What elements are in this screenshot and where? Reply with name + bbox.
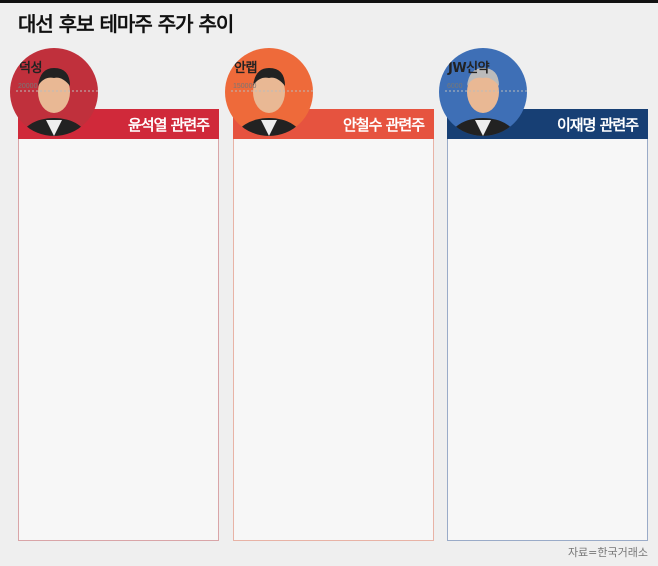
- person-portrait-icon: 덕성1000015000200001.31.41.51.61월 7일NE능률90…: [16, 60, 98, 136]
- chart-title: JW신약: [447, 60, 490, 76]
- candidate-photo: 덕성1000015000200001.31.41.51.61월 7일NE능률90…: [10, 48, 98, 136]
- panel-lee: JW신약4000500060001.31.41.51.61월 7일코이즈5000…: [439, 0, 648, 566]
- panel-ahn: 안랩900001200001500001.31.41.51.61월 7일까뮤이앤…: [225, 0, 434, 566]
- candidate-photo: JW신약4000500060001.31.41.51.61월 7일코이즈5000…: [439, 48, 527, 136]
- panel-yoon: 덕성1000015000200001.31.41.51.61월 7일NE능률90…: [10, 0, 219, 566]
- person-portrait-icon: JW신약4000500060001.31.41.51.61월 7일코이즈5000…: [445, 60, 527, 136]
- chart-title: 덕성: [19, 60, 42, 76]
- panel-body: [447, 139, 648, 541]
- source-note: 자료=한국거래소: [567, 546, 648, 559]
- panel-body: [18, 139, 219, 541]
- y-tick-label: 150000: [233, 83, 256, 90]
- y-tick-label: 20000: [18, 83, 38, 90]
- candidate-photo: 안랩900001200001500001.31.41.51.61월 7일까뮤이앤…: [225, 48, 313, 136]
- chart-title: 안랩: [234, 60, 257, 76]
- top-rule: [0, 0, 658, 3]
- page-title: 대선 후보 테마주 주가 추이: [18, 12, 234, 36]
- panel-body: [233, 139, 434, 541]
- y-tick-label: 6000: [447, 83, 463, 90]
- person-portrait-icon: 안랩900001200001500001.31.41.51.61월 7일까뮤이앤…: [231, 60, 313, 136]
